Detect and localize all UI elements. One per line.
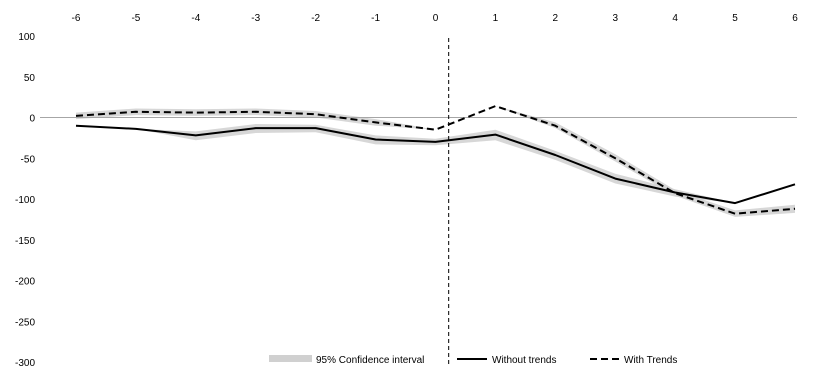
x-tick-label: 5 (732, 13, 738, 24)
series-lines (75, 105, 796, 215)
y-tick-label: -200 (15, 277, 35, 288)
x-tick-label: -5 (131, 13, 140, 24)
legend-swatch-band (269, 355, 312, 362)
confidence-bands (76, 106, 795, 217)
ci-band-1 (76, 124, 795, 204)
x-tick-label: 4 (672, 13, 678, 24)
x-tick-label: 0 (433, 13, 439, 24)
x-tick-label: 2 (553, 13, 559, 24)
series-line-with-trends (75, 105, 796, 215)
ci-band-2 (76, 106, 795, 217)
x-tick-label: -1 (371, 13, 380, 24)
y-tick-label: -250 (15, 317, 35, 328)
x-tick-label: 3 (612, 13, 618, 24)
x-tick-label: -6 (72, 13, 81, 24)
y-tick-label: -150 (15, 236, 35, 247)
legend-label: 95% Confidence interval (316, 355, 424, 366)
x-tick-label: 6 (792, 13, 798, 24)
x-tick-label: 1 (493, 13, 499, 24)
x-tick-label: -2 (311, 13, 320, 24)
legend-label: Without trends (492, 355, 556, 366)
x-tick-label: -4 (191, 13, 200, 24)
y-tick-label: 100 (18, 32, 35, 43)
legend-label: With Trends (624, 355, 677, 366)
legend: 95% Confidence interval Without trends Wit… (269, 355, 677, 366)
y-tick-label: -300 (15, 358, 35, 367)
series-line-without-trends (75, 124, 796, 205)
y-tick-label: 0 (29, 114, 35, 125)
x-axis-tick-labels: -6 -5 -4 -3 -2 -1 0 1 2 3 4 5 6 (72, 13, 799, 24)
y-tick-label: -100 (15, 195, 35, 206)
x-tick-label: -3 (251, 13, 260, 24)
y-tick-label: -50 (21, 154, 36, 165)
y-tick-label: 50 (24, 73, 36, 84)
y-axis-tick-labels: 100 50 0 -50 -100 -150 -200 -250 -300 (15, 32, 35, 367)
